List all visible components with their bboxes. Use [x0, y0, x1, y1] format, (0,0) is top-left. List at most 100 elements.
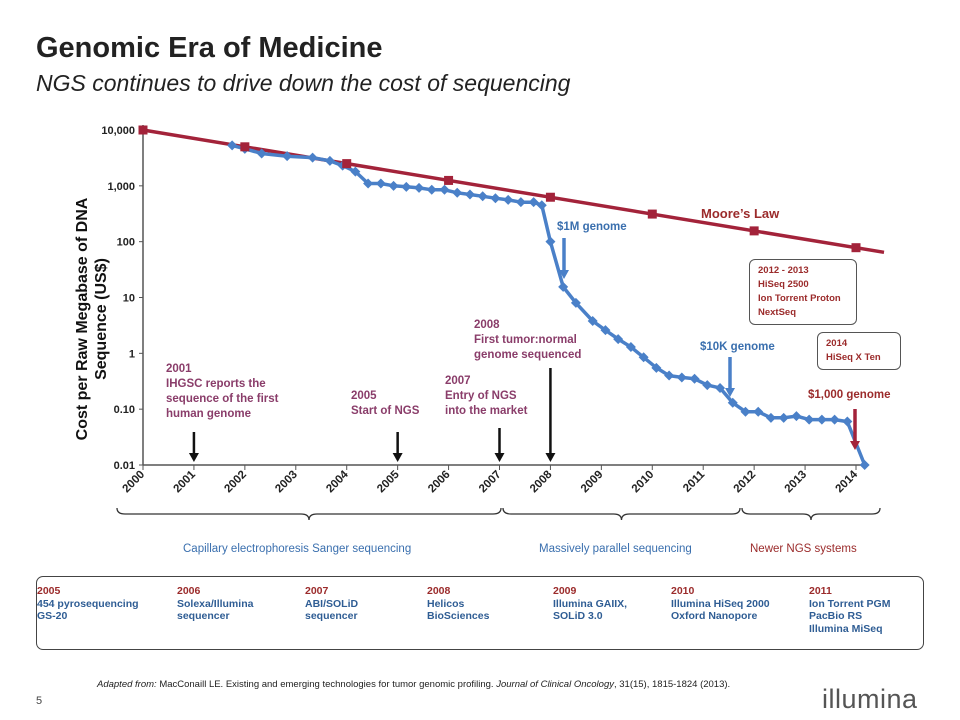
cost-data-point	[689, 373, 700, 384]
illumina-logo: illumina	[822, 684, 918, 714]
cost-data-point	[651, 362, 662, 373]
annotation-line: sequence of the first	[166, 393, 279, 405]
cost-data-point	[401, 181, 412, 192]
cost-data-point	[702, 380, 713, 391]
timeline-line: PacBio RS	[809, 610, 863, 622]
cost-data-point	[256, 148, 267, 159]
cost-data-point	[765, 412, 776, 423]
cost-data-point	[676, 372, 687, 383]
annotation-1000-genome: $1,000 genome	[808, 389, 891, 401]
cost-data-point	[778, 412, 789, 423]
timeline-item-2010: 2010 Illumina HiSeq 2000 Oxford Nanopore	[671, 585, 770, 623]
cost-data-point	[545, 236, 556, 247]
cost-data-point	[536, 200, 547, 211]
timeline-year: 2007	[305, 585, 329, 597]
x-tick-label: 2006	[426, 469, 453, 496]
timeline-line: Solexa/Illumina	[177, 597, 254, 610]
cost-data-point	[227, 140, 238, 151]
x-tick-label: 2012	[732, 469, 759, 496]
timeline-year: 2006	[177, 585, 201, 597]
x-tick-label: 2005	[375, 468, 402, 495]
x-tick-label: 2004	[324, 468, 351, 495]
timeline-line: Oxford Nanopore	[671, 610, 758, 622]
timeline-line: BioSciences	[427, 610, 490, 622]
cost-data-point	[388, 180, 399, 191]
x-tick-label: 2010	[630, 469, 657, 496]
era-label-massively-parallel: Massively parallel sequencing	[539, 543, 692, 555]
timeline-line: 454 pyrosequencing	[37, 597, 139, 610]
slide-title: Genomic Era of Medicine	[36, 32, 383, 64]
arrow-2005-head	[392, 453, 403, 462]
box-line: 2014	[826, 338, 848, 349]
cost-data-point	[842, 416, 853, 427]
box-line: Ion Torrent Proton	[758, 293, 841, 304]
cost-data-point	[753, 406, 764, 417]
y-tick-label: 1,000	[107, 181, 135, 193]
arrow-1000-genome-head	[850, 441, 860, 450]
annotation-2008: 2008 First tumor:normal genome sequenced	[474, 318, 581, 363]
arrow-10k-genome-head	[725, 388, 735, 397]
timeline-year: 2005	[37, 585, 61, 597]
cost-data-point	[664, 370, 675, 381]
cost-data-point	[426, 184, 437, 195]
timeline-year: 2011	[809, 585, 832, 597]
cost-data-point	[804, 414, 815, 425]
timeline-line: Helicos	[427, 597, 465, 610]
moores-law-label: Moore’s Law	[701, 206, 780, 221]
annotation-line: IHGSC reports the	[166, 378, 266, 390]
cost-data-point	[638, 352, 649, 363]
x-tick-label: 2013	[783, 469, 810, 496]
moores-law-data-point	[545, 192, 555, 202]
moores-law-data-point	[138, 125, 148, 135]
annotation-line: into the market	[445, 405, 528, 417]
timeline-year: 2009	[553, 585, 577, 597]
annotation-10k-genome: $10K genome	[700, 341, 775, 353]
cost-data-point	[829, 414, 840, 425]
arrow-1m-genome-head	[559, 270, 569, 279]
annotation-line: 2001	[166, 363, 192, 375]
cost-data-point	[727, 397, 738, 408]
moores-law-data-point	[647, 209, 657, 219]
x-tick-label: 2000	[121, 469, 148, 496]
cost-data-point	[528, 197, 539, 208]
annotation-2005: 2005 Start of NGS	[351, 389, 419, 419]
arrow-2001-head	[188, 453, 199, 462]
platform-box-2014: 2014 HiSeq X Ten	[817, 332, 901, 370]
annotation-line: 2008	[474, 319, 500, 331]
moores-law-line	[142, 128, 885, 255]
cost-data-point	[490, 193, 501, 204]
moores-law-data-point	[342, 159, 352, 169]
timeline-line: SOLiD 3.0	[553, 610, 603, 622]
annotation-line: Start of NGS	[351, 405, 420, 417]
brace-newer-ngs	[741, 507, 881, 521]
annotation-2007: 2007 Entry of NGS into the market	[445, 374, 527, 419]
box-line: NextSeq	[758, 307, 797, 318]
timeline-line: sequencer	[177, 610, 230, 622]
y-tick-label: 1	[129, 348, 135, 360]
cost-data-point	[558, 281, 569, 292]
cost-data-point	[452, 187, 463, 198]
citation-details: , 31(15), 1815-1824 (2013).	[613, 679, 731, 690]
moores-law-data-point	[749, 226, 759, 236]
x-tick-label: 2007	[477, 469, 504, 496]
timeline-item-2011: 2011 Ion Torrent PGM PacBio RS Illumina …	[809, 585, 890, 635]
x-tick-label: 2008	[528, 468, 555, 495]
timeline-line: ABI/SOLiD	[305, 597, 359, 610]
brace-massively-parallel	[502, 507, 741, 521]
cost-data-point	[570, 297, 581, 308]
cost-data-point	[503, 194, 514, 205]
annotation-line: 2005	[351, 390, 377, 402]
annotation-line: First tumor:normal	[474, 334, 577, 346]
y-tick-label: 100	[117, 237, 135, 249]
moores-law-data-point	[851, 243, 861, 253]
timeline-item-2007: 2007 ABI/SOLiD sequencer	[305, 585, 358, 623]
cost-data-point	[324, 155, 335, 166]
cost-data-point	[515, 197, 526, 208]
cost-data-point	[363, 178, 374, 189]
timeline-line: Illumina GAIIX,	[553, 597, 628, 610]
y-tick-label: 0.01	[114, 460, 135, 472]
box-line: HiSeq X Ten	[826, 352, 881, 363]
cost-data-point	[439, 184, 450, 195]
timeline-item-2006: 2006 Solexa/Illumina sequencer	[177, 585, 253, 623]
